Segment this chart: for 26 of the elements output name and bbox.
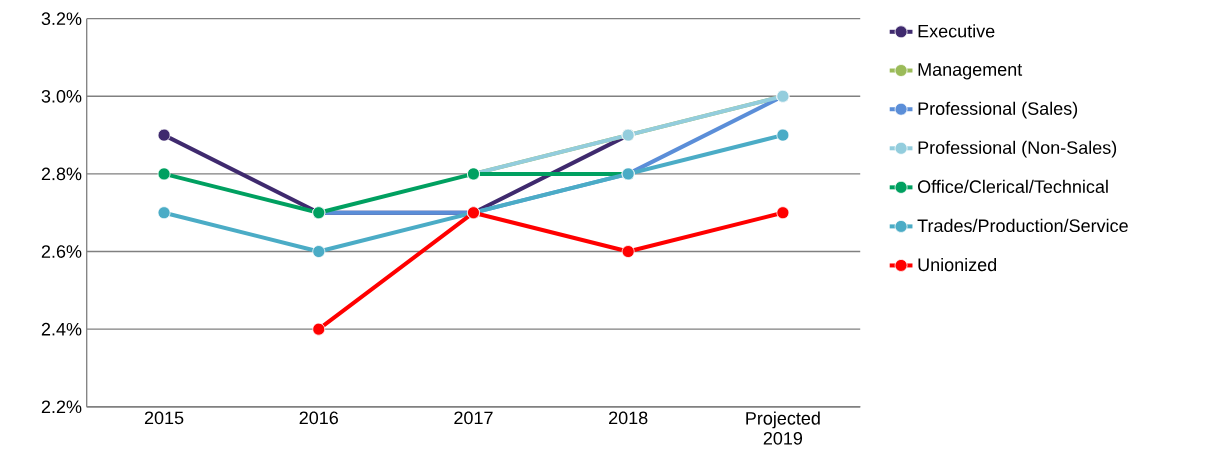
x-tick-label: 2016 — [299, 411, 338, 425]
x-tick-label: 2018 — [609, 411, 648, 425]
y-tick-label: 2.4% — [41, 322, 82, 336]
legend-label: Professional (Non-Sales) — [918, 140, 1117, 158]
legend-label: Management — [918, 63, 1023, 80]
point — [157, 128, 171, 142]
point — [312, 322, 326, 336]
legend-label: Unionized — [918, 258, 997, 272]
legend-label: Trades/Production/Service — [917, 218, 1128, 233]
x-tick-label: 2015 — [144, 411, 184, 425]
legend-label: Executive — [918, 24, 995, 38]
point — [157, 167, 171, 181]
point — [776, 206, 790, 220]
point — [157, 206, 171, 220]
legend-label: Office/Clerical/Technical — [918, 179, 1108, 194]
x-tick-label: Projected 2019 — [746, 411, 820, 445]
y-tick-label: 2.2% — [41, 400, 82, 414]
point — [312, 245, 326, 259]
y-tick-label: 2.8% — [41, 167, 82, 181]
y-tick-label: 3.2% — [41, 12, 82, 26]
y-tick-label: 3.0% — [41, 90, 82, 103]
y-tick-label: 2.6% — [41, 245, 82, 258]
point — [776, 128, 790, 142]
legend-label: Professional (Sales) — [918, 101, 1078, 119]
point — [621, 245, 635, 259]
x-tick-label: 2017 — [454, 411, 493, 425]
